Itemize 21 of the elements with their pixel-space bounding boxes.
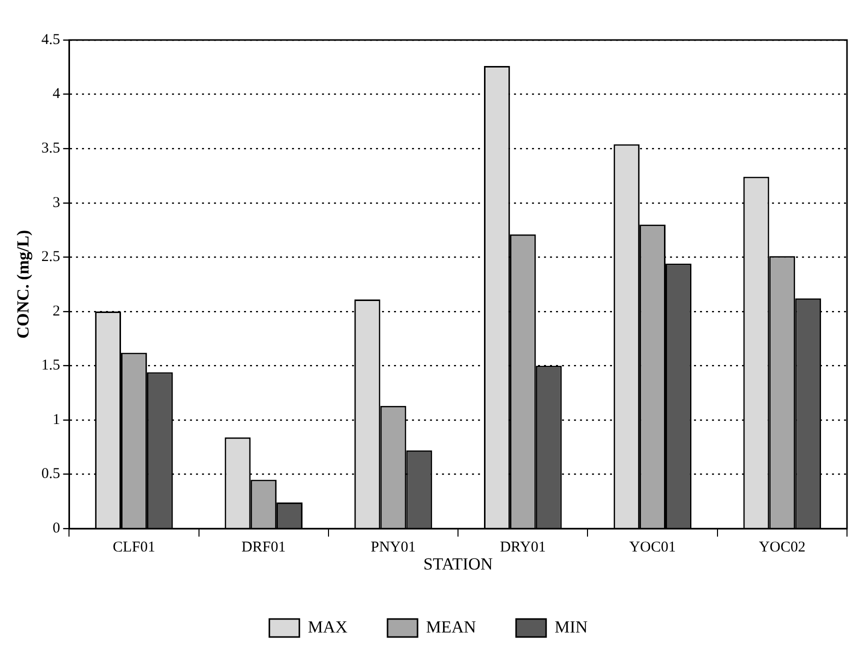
legend-label: MIN bbox=[554, 617, 588, 636]
y-tick-label: 4.5 bbox=[41, 32, 60, 48]
legend-label: MEAN bbox=[426, 617, 476, 636]
x-tick-label: YOC01 bbox=[629, 540, 676, 556]
y-tick-label: 3 bbox=[52, 194, 60, 211]
y-tick-label: 2 bbox=[52, 303, 60, 320]
y-tick-label: 1 bbox=[52, 412, 60, 428]
x-tick-label: DRF01 bbox=[242, 540, 286, 556]
x-tick-label: DRY01 bbox=[500, 540, 546, 556]
x-axis-title: STATION bbox=[423, 554, 493, 574]
x-tick-label: YOC02 bbox=[758, 540, 806, 556]
y-axis-title: CONC. (mg/L) bbox=[14, 230, 33, 339]
y-tick-label: 0 bbox=[52, 520, 60, 537]
x-tick-label: PNY01 bbox=[370, 540, 416, 556]
y-tick-label: 2.5 bbox=[41, 249, 60, 266]
y-tick-label: 0.5 bbox=[41, 466, 60, 482]
y-tick-label: 1.5 bbox=[41, 358, 60, 374]
x-tick-label: CLF01 bbox=[112, 540, 156, 556]
legend-label: MAX bbox=[308, 617, 348, 636]
y-tick-label: 3.5 bbox=[41, 140, 60, 157]
y-tick-label: 4 bbox=[52, 86, 61, 102]
